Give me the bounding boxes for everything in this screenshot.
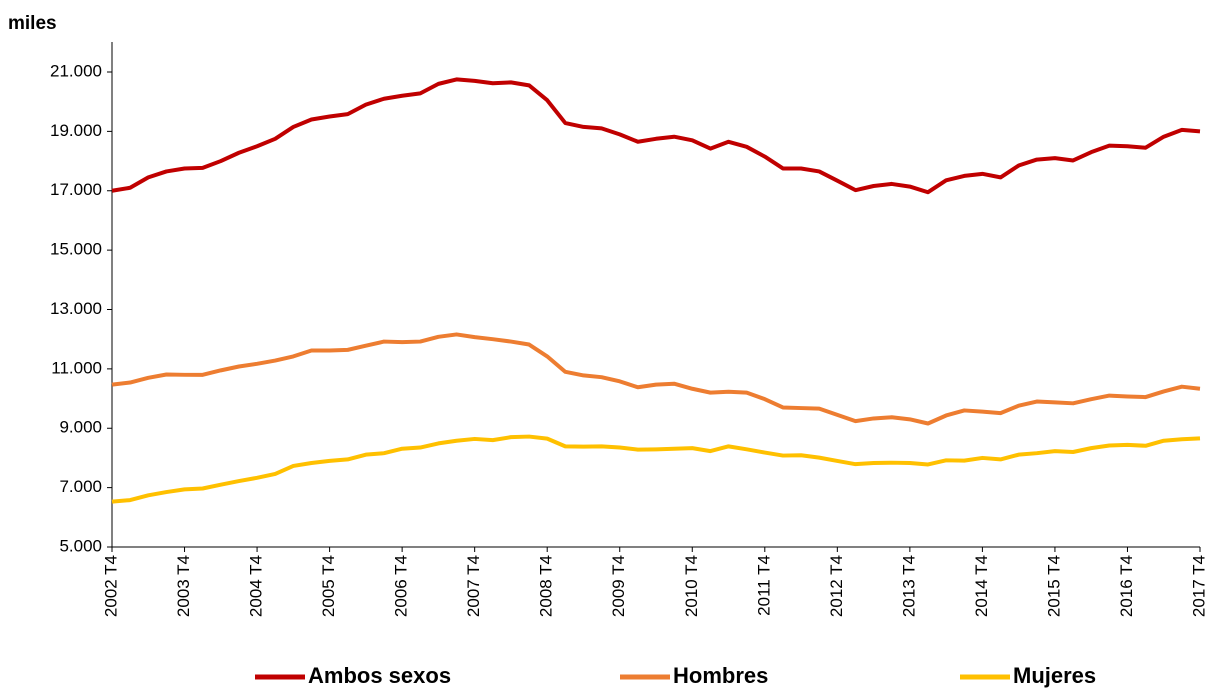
x-tick-label: 2013 T4 xyxy=(899,555,918,617)
series-line xyxy=(111,434,1201,504)
series-line xyxy=(111,77,1201,195)
x-tick-label: 2014 T4 xyxy=(972,555,991,617)
y-axis-label: miles xyxy=(8,13,57,34)
y-tick-label: 19.000 xyxy=(50,121,102,140)
y-tick-label: 11.000 xyxy=(51,358,102,377)
x-tick-label: 2007 T4 xyxy=(464,555,483,617)
x-tick-label: 2006 T4 xyxy=(392,555,411,617)
legend-label: Ambos sexos xyxy=(308,663,451,688)
y-tick-label: 7.000 xyxy=(59,477,102,496)
x-tick-label: 2004 T4 xyxy=(247,555,266,617)
x-tick-label: 2010 T4 xyxy=(682,555,701,617)
y-tick-label: 17.000 xyxy=(50,180,102,199)
x-tick-label: 2015 T4 xyxy=(1044,555,1063,617)
y-tick-label: 13.000 xyxy=(50,299,102,318)
legend-label: Hombres xyxy=(673,663,768,688)
y-tick-label: 21.000 xyxy=(50,61,102,80)
x-tick-label: 2016 T4 xyxy=(1117,555,1136,617)
x-tick-label: 2011 T4 xyxy=(754,555,773,616)
x-tick-label: 2002 T4 xyxy=(101,555,120,617)
x-tick-label: 2012 T4 xyxy=(827,555,846,617)
y-tick-label: 15.000 xyxy=(50,240,102,259)
x-tick-label: 2003 T4 xyxy=(174,555,193,617)
x-tick-label: 2009 T4 xyxy=(609,555,628,617)
y-tick-label: 9.000 xyxy=(59,418,102,437)
x-tick-label: 2005 T4 xyxy=(319,555,338,617)
series-line xyxy=(111,332,1201,426)
legend-label: Mujeres xyxy=(1013,663,1096,688)
x-tick-label: 2008 T4 xyxy=(537,555,556,617)
y-tick-label: 5.000 xyxy=(59,536,102,555)
x-tick-label: 2017 T4 xyxy=(1189,555,1208,617)
